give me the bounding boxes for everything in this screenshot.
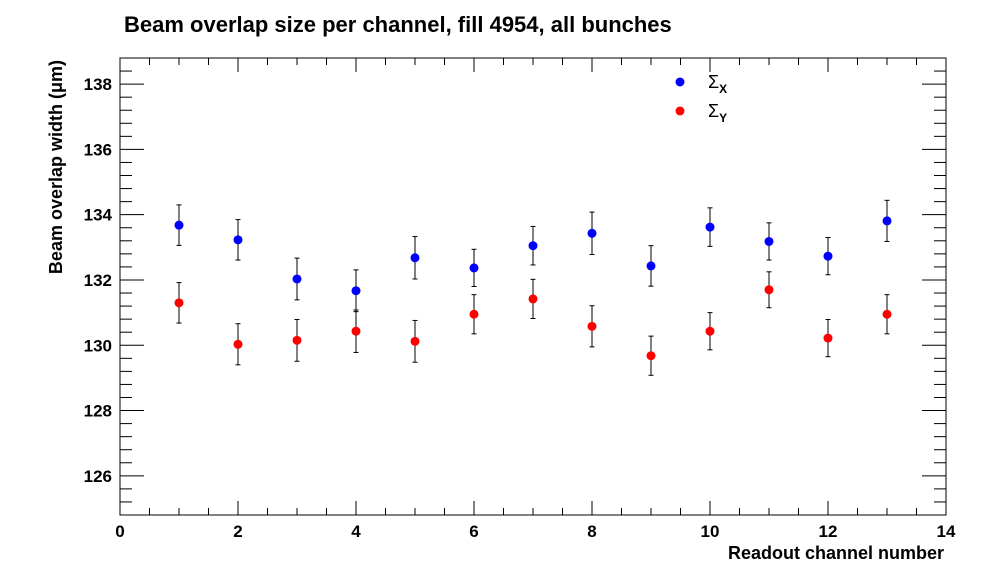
data-point-sigma-y	[410, 336, 420, 346]
legend-label-sigma-x: ΣX	[708, 72, 727, 96]
x-tick-label: 8	[587, 522, 596, 541]
x-tick-label: 10	[701, 522, 720, 541]
data-point-sigma-x	[233, 235, 243, 245]
data-point-sigma-y	[292, 335, 302, 345]
data-point-sigma-x	[882, 216, 892, 226]
legend: ΣX ΣY	[675, 72, 727, 125]
axis-ticks: 0 2 4 6 8 10 12 14 126 128 130 132 134 136 138	[84, 57, 956, 541]
data-point-sigma-y	[823, 333, 833, 343]
data-point-sigma-x	[764, 236, 774, 246]
data-point-sigma-y	[233, 339, 243, 349]
y-tick-label: 134	[84, 206, 113, 225]
data-point-sigma-y	[882, 309, 892, 319]
data-point-sigma-x	[823, 251, 833, 261]
x-tick-label: 14	[937, 522, 956, 541]
data-point-sigma-y	[646, 351, 656, 361]
y-tick-label: 132	[84, 271, 112, 290]
data-point-sigma-y	[351, 326, 361, 336]
data-point-sigma-y	[469, 309, 479, 319]
data-point-sigma-y	[587, 321, 597, 331]
data-point-sigma-x	[469, 263, 479, 273]
legend-marker-sigma-x	[675, 77, 685, 87]
data-point-sigma-y	[705, 326, 715, 336]
legend-marker-sigma-y	[675, 106, 685, 116]
x-tick-label: 2	[233, 522, 242, 541]
data-point-sigma-y	[764, 285, 774, 295]
x-tick-label: 0	[115, 522, 124, 541]
data-point-sigma-x	[410, 253, 420, 263]
data-point-sigma-x	[646, 261, 656, 271]
data-point-sigma-y	[528, 294, 538, 304]
data-point-sigma-x	[174, 220, 184, 230]
data-point-sigma-y	[174, 298, 184, 308]
y-tick-label: 126	[84, 467, 112, 486]
y-tick-label: 128	[84, 402, 112, 421]
legend-label-sigma-y: ΣY	[708, 101, 727, 125]
chart-title: Beam overlap size per channel, fill 4954…	[124, 12, 672, 37]
x-axis-label: Readout channel number	[728, 543, 944, 563]
y-tick-label: 136	[84, 140, 112, 159]
x-tick-label: 12	[819, 522, 838, 541]
data-point-sigma-x	[705, 222, 715, 232]
data-point-sigma-x	[587, 228, 597, 238]
y-tick-label: 138	[84, 75, 112, 94]
x-tick-label: 4	[351, 522, 361, 541]
data-point-sigma-x	[351, 286, 361, 296]
x-tick-label: 6	[469, 522, 478, 541]
data-points	[174, 199, 892, 376]
data-point-sigma-x	[292, 274, 302, 284]
data-point-sigma-x	[528, 241, 538, 251]
y-axis-label: Beam overlap width (μm)	[46, 60, 66, 274]
y-tick-label: 130	[84, 336, 112, 355]
